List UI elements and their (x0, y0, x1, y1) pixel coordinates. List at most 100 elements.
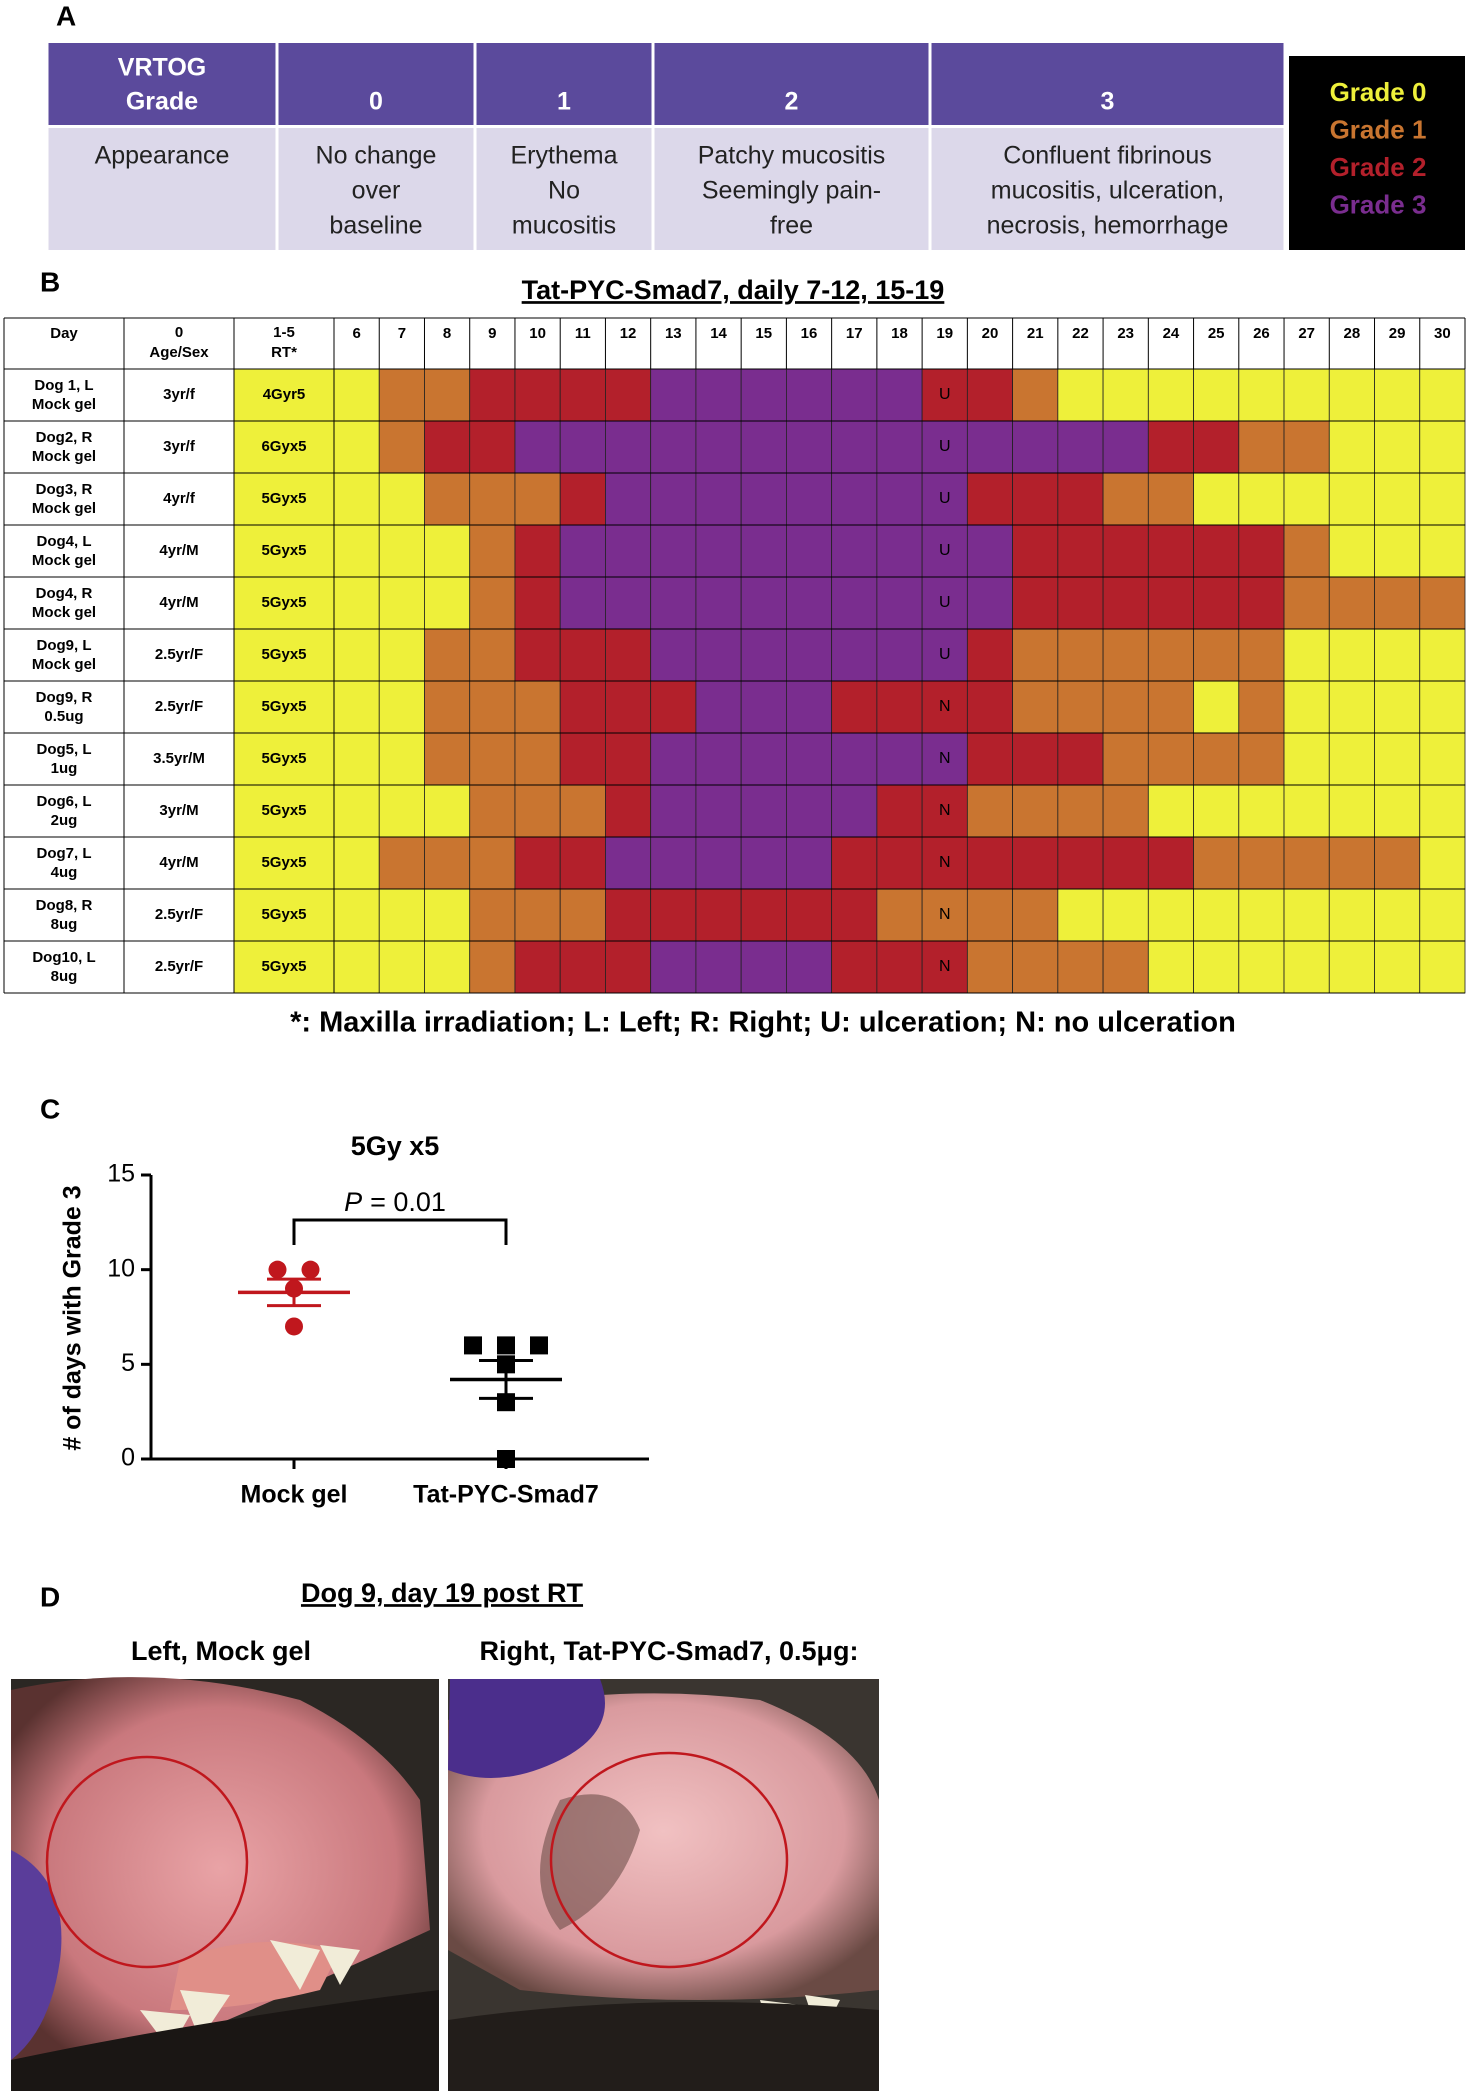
grade-cell (1147, 940, 1194, 994)
body-text: necrosis, hemorrhage (987, 212, 1229, 240)
grade-cell (1102, 680, 1149, 734)
grade-cell (786, 888, 833, 942)
grade-cell (378, 368, 425, 422)
grade-cell (1193, 784, 1240, 838)
age-sex: 4yr/M (159, 542, 198, 559)
grade-cell (424, 472, 471, 526)
grade-cell (695, 940, 742, 994)
body-text: Appearance (95, 142, 230, 170)
grade-cell (1193, 888, 1240, 942)
grade-cell (1057, 888, 1104, 942)
grade-cell (424, 576, 471, 630)
grade-cell (424, 680, 471, 734)
grade-cell (786, 784, 833, 838)
grade-cell (1419, 784, 1466, 838)
grade-cell (1328, 628, 1375, 682)
y-axis-label: # of days with Grade 3 (59, 1185, 87, 1450)
grade-cell (1102, 628, 1149, 682)
header-cell (48, 43, 276, 125)
grade-cell (740, 784, 787, 838)
grade-cell (650, 836, 697, 890)
body-text: mucositis, ulceration, (991, 177, 1224, 205)
grade-cell (1328, 888, 1375, 942)
dog-label: Dog2, R (36, 429, 93, 446)
significance-bracket (292, 1218, 508, 1245)
grade-cell (966, 836, 1013, 890)
dog-label: Dog10, L (32, 949, 95, 966)
table-title: Tat-PYC-Smad7, daily 7-12, 15-19 (522, 275, 945, 305)
grade-cell (966, 368, 1013, 422)
grade-cell (1057, 680, 1104, 734)
grade-cell (831, 420, 878, 474)
grade-cell (469, 628, 516, 682)
legend-item: Grade 3 (1330, 189, 1427, 219)
grade-cell (559, 472, 606, 526)
grade-cell (650, 888, 697, 942)
rt-dose: 5Gyx5 (261, 594, 306, 611)
ulcer-status: N (939, 802, 951, 819)
grade-cell (605, 888, 652, 942)
data-point (301, 1260, 320, 1279)
grade-cell (1374, 524, 1421, 578)
grade-cell (921, 732, 968, 786)
grade-cell (1102, 784, 1149, 838)
data-point (530, 1336, 548, 1355)
header-text: 0 (369, 88, 383, 116)
grade-cell (966, 732, 1013, 786)
rt-dose: 5Gyx5 (261, 646, 306, 663)
grade-cell (966, 472, 1013, 526)
grade-cell (876, 524, 923, 578)
grade-cell (831, 732, 878, 786)
day-header: 13 (665, 325, 682, 342)
grade-cell (1193, 368, 1240, 422)
grade-cell (650, 524, 697, 578)
grade-cell (740, 888, 787, 942)
rt-dose: 6Gyx5 (261, 438, 306, 455)
grade-cell (740, 576, 787, 630)
grade-cell (559, 524, 606, 578)
rt-dose: 5Gyx5 (261, 906, 306, 923)
grade-cell (921, 576, 968, 630)
grade-cell (786, 836, 833, 890)
photo-right (448, 1679, 879, 2091)
grade-cell (1238, 368, 1285, 422)
grade-cell (1012, 420, 1059, 474)
age-sex: 4yr/f (163, 490, 196, 507)
dog-label: Dog6, L (37, 793, 92, 810)
grade-cell (1102, 836, 1149, 890)
treatment-label: 4ug (51, 864, 78, 881)
grade-cell (605, 472, 652, 526)
grade-cell (966, 576, 1013, 630)
body-cell (476, 128, 652, 250)
grade-cell (695, 628, 742, 682)
body-cell (278, 128, 474, 250)
grade-cell (695, 732, 742, 786)
ulcer-status: U (939, 490, 951, 507)
treatment-label: 8ug (51, 916, 78, 933)
grade-cell (1193, 680, 1240, 734)
grade-cell (378, 888, 425, 942)
grade-cell (378, 940, 425, 994)
age-sex: 3yr/f (163, 386, 196, 403)
grade-cell (514, 472, 561, 526)
header-cell (278, 43, 474, 125)
column-header: Day (50, 325, 78, 342)
grade-cell (650, 940, 697, 994)
grade-cell (876, 628, 923, 682)
grade-cell (786, 680, 833, 734)
ulcer-status: N (939, 854, 951, 871)
grade-cell (514, 888, 561, 942)
rt-dose: 4Gyr5 (263, 386, 306, 403)
grade-cell (559, 680, 606, 734)
dog-label: Dog7, L (37, 845, 92, 862)
grade-cell (514, 576, 561, 630)
grade-cell (424, 784, 471, 838)
grade-cell (921, 368, 968, 422)
grade-cell (650, 680, 697, 734)
annotation-part: = 0.01 (370, 1187, 446, 1217)
grade-cell (1147, 888, 1194, 942)
grade-cell (831, 888, 878, 942)
grade-cell (469, 420, 516, 474)
grade-cell (469, 784, 516, 838)
grade-cell (514, 732, 561, 786)
